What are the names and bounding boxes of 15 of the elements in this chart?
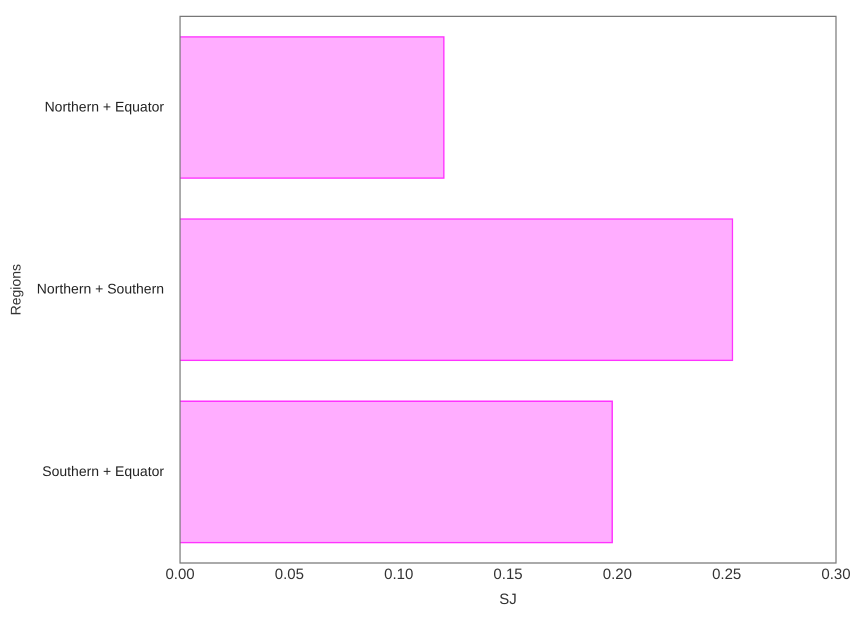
x-tick-label: 0.00 <box>165 566 195 584</box>
y-tick-label: Northern + Southern <box>36 280 164 297</box>
x-tick-label: 0.15 <box>493 566 523 584</box>
x-tick-label: 0.30 <box>821 566 851 584</box>
x-tick-label: 0.25 <box>712 566 742 584</box>
x-axis-title: SJ <box>499 591 517 608</box>
x-tick-label: 0.20 <box>602 566 632 584</box>
y-tick-label: Southern + Equator <box>42 462 164 479</box>
bar <box>180 400 613 544</box>
bar <box>180 218 734 362</box>
x-tick-label: 0.05 <box>274 566 304 584</box>
y-tick-label: Northern + Equator <box>44 98 164 114</box>
y-axis-title: Regions <box>7 264 24 316</box>
x-tick-label: 0.10 <box>384 566 414 584</box>
bar <box>180 36 445 179</box>
